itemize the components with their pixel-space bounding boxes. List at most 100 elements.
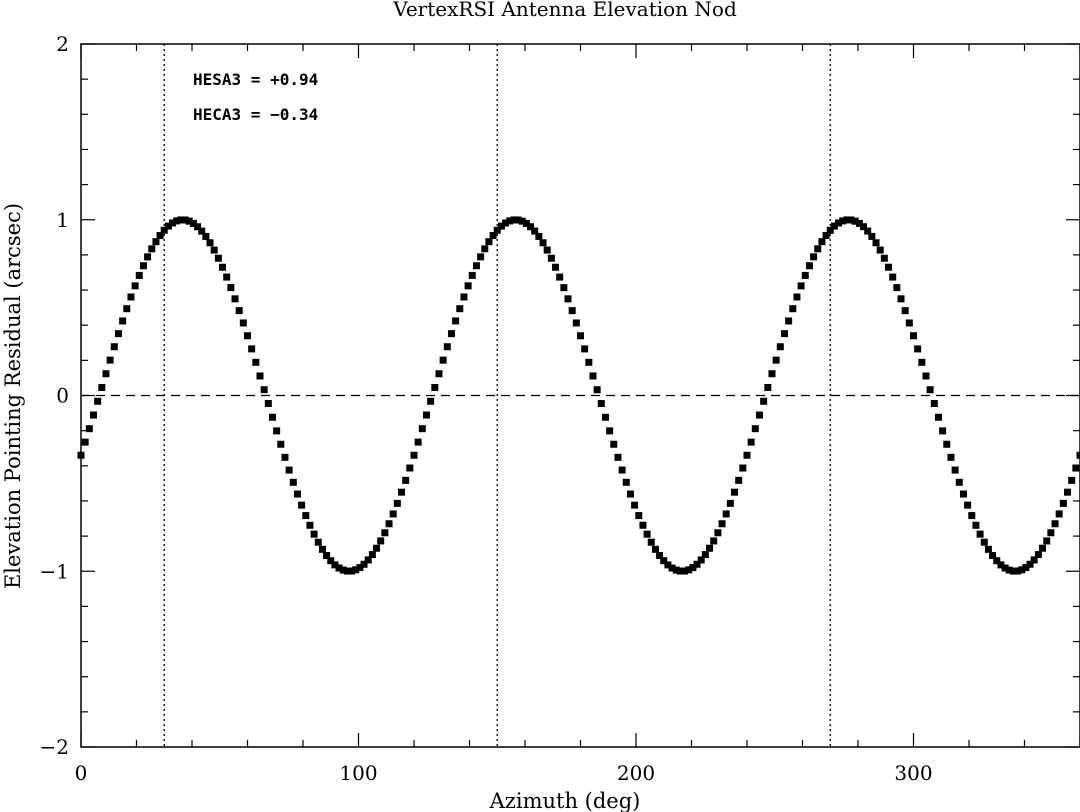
data-point xyxy=(472,262,480,270)
data-point xyxy=(339,566,347,574)
data-point xyxy=(543,246,551,254)
data-point xyxy=(739,464,747,472)
data-point xyxy=(144,253,152,261)
data-point xyxy=(993,557,1001,565)
data-point xyxy=(198,227,206,235)
data-point xyxy=(273,427,281,435)
data-point xyxy=(252,358,260,366)
data-point xyxy=(589,372,597,380)
data-point xyxy=(872,239,880,247)
data-point xyxy=(885,263,893,271)
y-tick-label: 2 xyxy=(56,32,69,56)
data-point xyxy=(277,440,285,448)
data-point xyxy=(722,510,730,518)
data-point xyxy=(343,567,351,575)
data-point xyxy=(1005,566,1013,574)
data-point xyxy=(1072,464,1080,472)
data-point xyxy=(676,567,684,575)
data-point xyxy=(127,293,135,301)
data-point xyxy=(793,293,801,301)
data-point xyxy=(910,332,917,340)
data-points xyxy=(77,216,1080,575)
data-point xyxy=(364,556,372,564)
data-point xyxy=(926,386,934,394)
data-point xyxy=(485,238,493,246)
data-point xyxy=(672,566,680,574)
data-point xyxy=(914,345,922,353)
data-point xyxy=(139,262,147,270)
data-point xyxy=(693,560,701,568)
data-point xyxy=(256,372,264,380)
data-point xyxy=(959,490,967,498)
data-point xyxy=(743,451,751,459)
data-point xyxy=(493,226,501,234)
data-point xyxy=(281,453,289,461)
data-point xyxy=(568,307,576,315)
y-axis-label: Elevation Pointing Residual (arcsec) xyxy=(1,203,25,589)
annotation-heca3: HECA3 = −0.34 xyxy=(193,105,318,124)
data-point xyxy=(976,530,984,538)
data-point xyxy=(231,295,239,303)
data-point xyxy=(98,383,106,391)
data-point xyxy=(156,231,164,239)
data-point xyxy=(239,319,247,327)
data-point xyxy=(930,400,938,408)
data-point xyxy=(964,501,972,509)
data-point xyxy=(997,561,1005,569)
data-point xyxy=(331,561,339,569)
data-point xyxy=(94,397,102,405)
data-point xyxy=(760,397,768,405)
data-point xyxy=(864,227,872,235)
data-point xyxy=(681,567,689,575)
data-point xyxy=(123,305,131,313)
x-tick-label: 100 xyxy=(339,761,377,785)
data-point xyxy=(643,530,651,538)
x-ticks xyxy=(80,44,1080,747)
data-point xyxy=(972,521,980,529)
data-point xyxy=(152,238,160,246)
data-point xyxy=(1001,564,1009,572)
data-point xyxy=(518,217,526,225)
data-point xyxy=(468,271,476,279)
data-point xyxy=(185,217,193,225)
data-point xyxy=(368,551,376,559)
data-point xyxy=(660,557,668,565)
data-point xyxy=(547,254,555,262)
data-point xyxy=(306,521,314,529)
data-point xyxy=(922,372,930,380)
data-point xyxy=(531,227,539,235)
data-point xyxy=(514,216,522,224)
data-point xyxy=(626,490,634,498)
data-point xyxy=(356,564,364,572)
data-point xyxy=(1039,544,1047,552)
data-point xyxy=(522,219,530,227)
data-point xyxy=(905,319,913,327)
data-point xyxy=(847,216,855,224)
data-point xyxy=(789,305,797,313)
data-point xyxy=(189,219,197,227)
data-point xyxy=(119,317,127,325)
data-point xyxy=(597,400,605,408)
data-point xyxy=(810,253,818,261)
data-point xyxy=(102,370,110,378)
data-point xyxy=(410,451,418,459)
data-point xyxy=(227,284,235,292)
data-point xyxy=(618,466,626,474)
y-tick-label: 1 xyxy=(56,208,69,232)
data-point xyxy=(323,552,331,560)
y-ticks xyxy=(81,43,1080,748)
data-point xyxy=(797,282,805,290)
data-point xyxy=(947,453,955,461)
data-point xyxy=(164,222,172,230)
data-point xyxy=(647,538,655,546)
data-point xyxy=(302,512,310,520)
data-point xyxy=(755,411,763,419)
data-point xyxy=(194,223,202,231)
data-point xyxy=(726,499,734,507)
data-point xyxy=(398,488,406,496)
data-point xyxy=(764,383,772,391)
data-point xyxy=(610,440,618,448)
chart-title: VertexRSI Antenna Elevation Nod xyxy=(392,0,737,21)
data-point xyxy=(173,217,181,225)
